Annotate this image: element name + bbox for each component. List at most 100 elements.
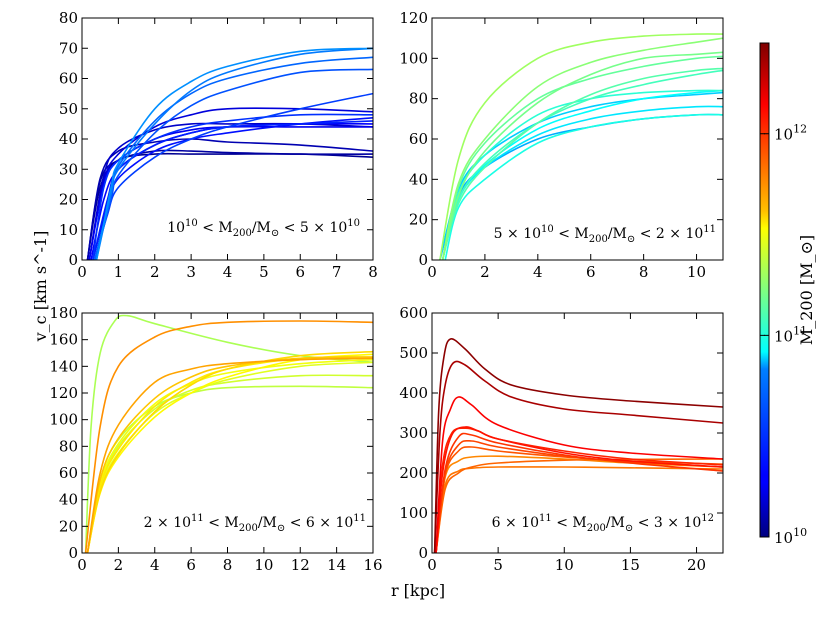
x-tick-label: 7	[332, 263, 342, 281]
series-group	[84, 314, 373, 553]
y-tick-label: 30	[59, 160, 78, 178]
x-axis-title: r [kpc]	[391, 581, 445, 600]
y-tick-label: 0	[418, 544, 428, 562]
y-tick-label: 600	[399, 304, 428, 322]
series-line-halo-8	[86, 350, 373, 553]
x-tick-label: 8	[639, 263, 649, 281]
x-tick-label: 4	[150, 556, 160, 574]
series-group	[433, 338, 723, 553]
x-tick-label: 4	[533, 263, 543, 281]
series-line-halo-11	[84, 320, 373, 553]
x-tick-label: 2	[114, 556, 124, 574]
plot-frame	[431, 17, 724, 261]
series-line-halo-7	[441, 69, 723, 260]
y-tick-label: 80	[59, 9, 78, 27]
x-tick-label: 0	[77, 556, 87, 574]
series-line-halo-3	[435, 458, 723, 553]
series-line-halo-10	[433, 360, 723, 553]
x-tick-label: 0	[427, 263, 437, 281]
x-tick-label: 16	[363, 556, 382, 574]
series-group	[439, 33, 723, 260]
y-tick-label: 20	[59, 517, 78, 535]
series-line-halo-2	[86, 149, 373, 260]
x-tick-label: 10	[555, 556, 574, 574]
x-tick-label: 6	[295, 263, 305, 281]
series-line-halo-3	[86, 138, 373, 260]
y-tick-label: 100	[49, 411, 78, 429]
y-axis-title: v_c [km s^-1]	[31, 231, 50, 343]
x-tick-label: 4	[223, 263, 233, 281]
series-line-halo-8	[441, 67, 723, 260]
y-tick-label: 200	[399, 464, 428, 482]
colorbar-gradient	[759, 42, 770, 538]
series-line-halo-9	[435, 396, 723, 553]
y-tick-label: 40	[409, 170, 428, 188]
y-tick-label: 100	[399, 504, 428, 522]
y-tick-label: 50	[59, 100, 78, 118]
series-line-halo-12	[93, 68, 373, 260]
y-tick-label: 60	[409, 130, 428, 148]
y-tick-label: 180	[49, 304, 78, 322]
series-line-halo-6	[435, 432, 723, 553]
colorbar-tick-label: 1012	[774, 123, 807, 144]
series-line-halo-5	[88, 107, 373, 260]
x-tick-label: 3	[186, 263, 196, 281]
series-group	[86, 47, 373, 260]
colorbar-tick-label: 1011	[774, 324, 807, 345]
series-line-halo-1	[84, 314, 373, 553]
x-tick-label: 2	[150, 263, 160, 281]
y-tick-label: 40	[59, 130, 78, 148]
y-tick-label: 0	[68, 251, 78, 269]
x-tick-label: 12	[291, 556, 310, 574]
series-line-halo-10	[86, 357, 373, 553]
y-tick-label: 300	[399, 424, 428, 442]
x-tick-label: 0	[427, 556, 437, 574]
y-tick-label: 20	[409, 211, 428, 229]
y-tick-label: 20	[59, 191, 78, 209]
y-tick-label: 70	[59, 39, 78, 57]
x-tick-label: 20	[687, 556, 706, 574]
series-line-halo-2	[435, 466, 723, 553]
x-tick-label: 5	[259, 263, 269, 281]
series-line-halo-1	[86, 152, 373, 260]
x-tick-label: 8	[368, 263, 378, 281]
x-tick-label: 6	[586, 263, 596, 281]
x-tick-label: 8	[223, 556, 233, 574]
series-line-halo-10	[92, 113, 373, 260]
x-tick-label: 15	[621, 556, 640, 574]
x-tick-label: 10	[687, 263, 706, 281]
series-line-halo-11	[441, 37, 723, 260]
mass-range-annotation: 5 × 1010​ < M200​/M⊙​ < 2 × 1011​	[494, 224, 716, 245]
colorbar-ticks: 1010 1011 1012	[760, 123, 807, 547]
x-tick-label: 2	[480, 263, 490, 281]
x-tick-label: 1	[114, 263, 124, 281]
y-tick-label: 10	[59, 221, 78, 239]
y-tick-label: 140	[49, 357, 78, 375]
y-tick-label: 120	[49, 384, 78, 402]
y-tick-label: 60	[59, 464, 78, 482]
y-tick-label: 80	[409, 90, 428, 108]
x-tick-label: 0	[77, 263, 87, 281]
y-tick-label: 120	[399, 9, 428, 27]
series-line-halo-1	[435, 455, 723, 553]
x-tick-label: 6	[186, 556, 196, 574]
y-tick-label: 0	[418, 251, 428, 269]
mass-range-annotation: 6 × 1011​ < M200​/M⊙​ < 3 × 1012​	[492, 513, 714, 534]
series-line-halo-8	[435, 426, 723, 553]
y-tick-label: 160	[49, 331, 78, 349]
x-tick-label: 10	[254, 556, 273, 574]
y-tick-label: 400	[399, 384, 428, 402]
y-tick-label: 60	[59, 70, 78, 88]
series-line-halo-4	[88, 122, 373, 260]
colorbar-tick-label: 1010	[774, 526, 807, 547]
series-line-halo-11	[433, 338, 723, 553]
y-tick-label: 0	[68, 544, 78, 562]
y-tick-label: 40	[59, 491, 78, 509]
series-line-halo-15	[95, 47, 373, 260]
